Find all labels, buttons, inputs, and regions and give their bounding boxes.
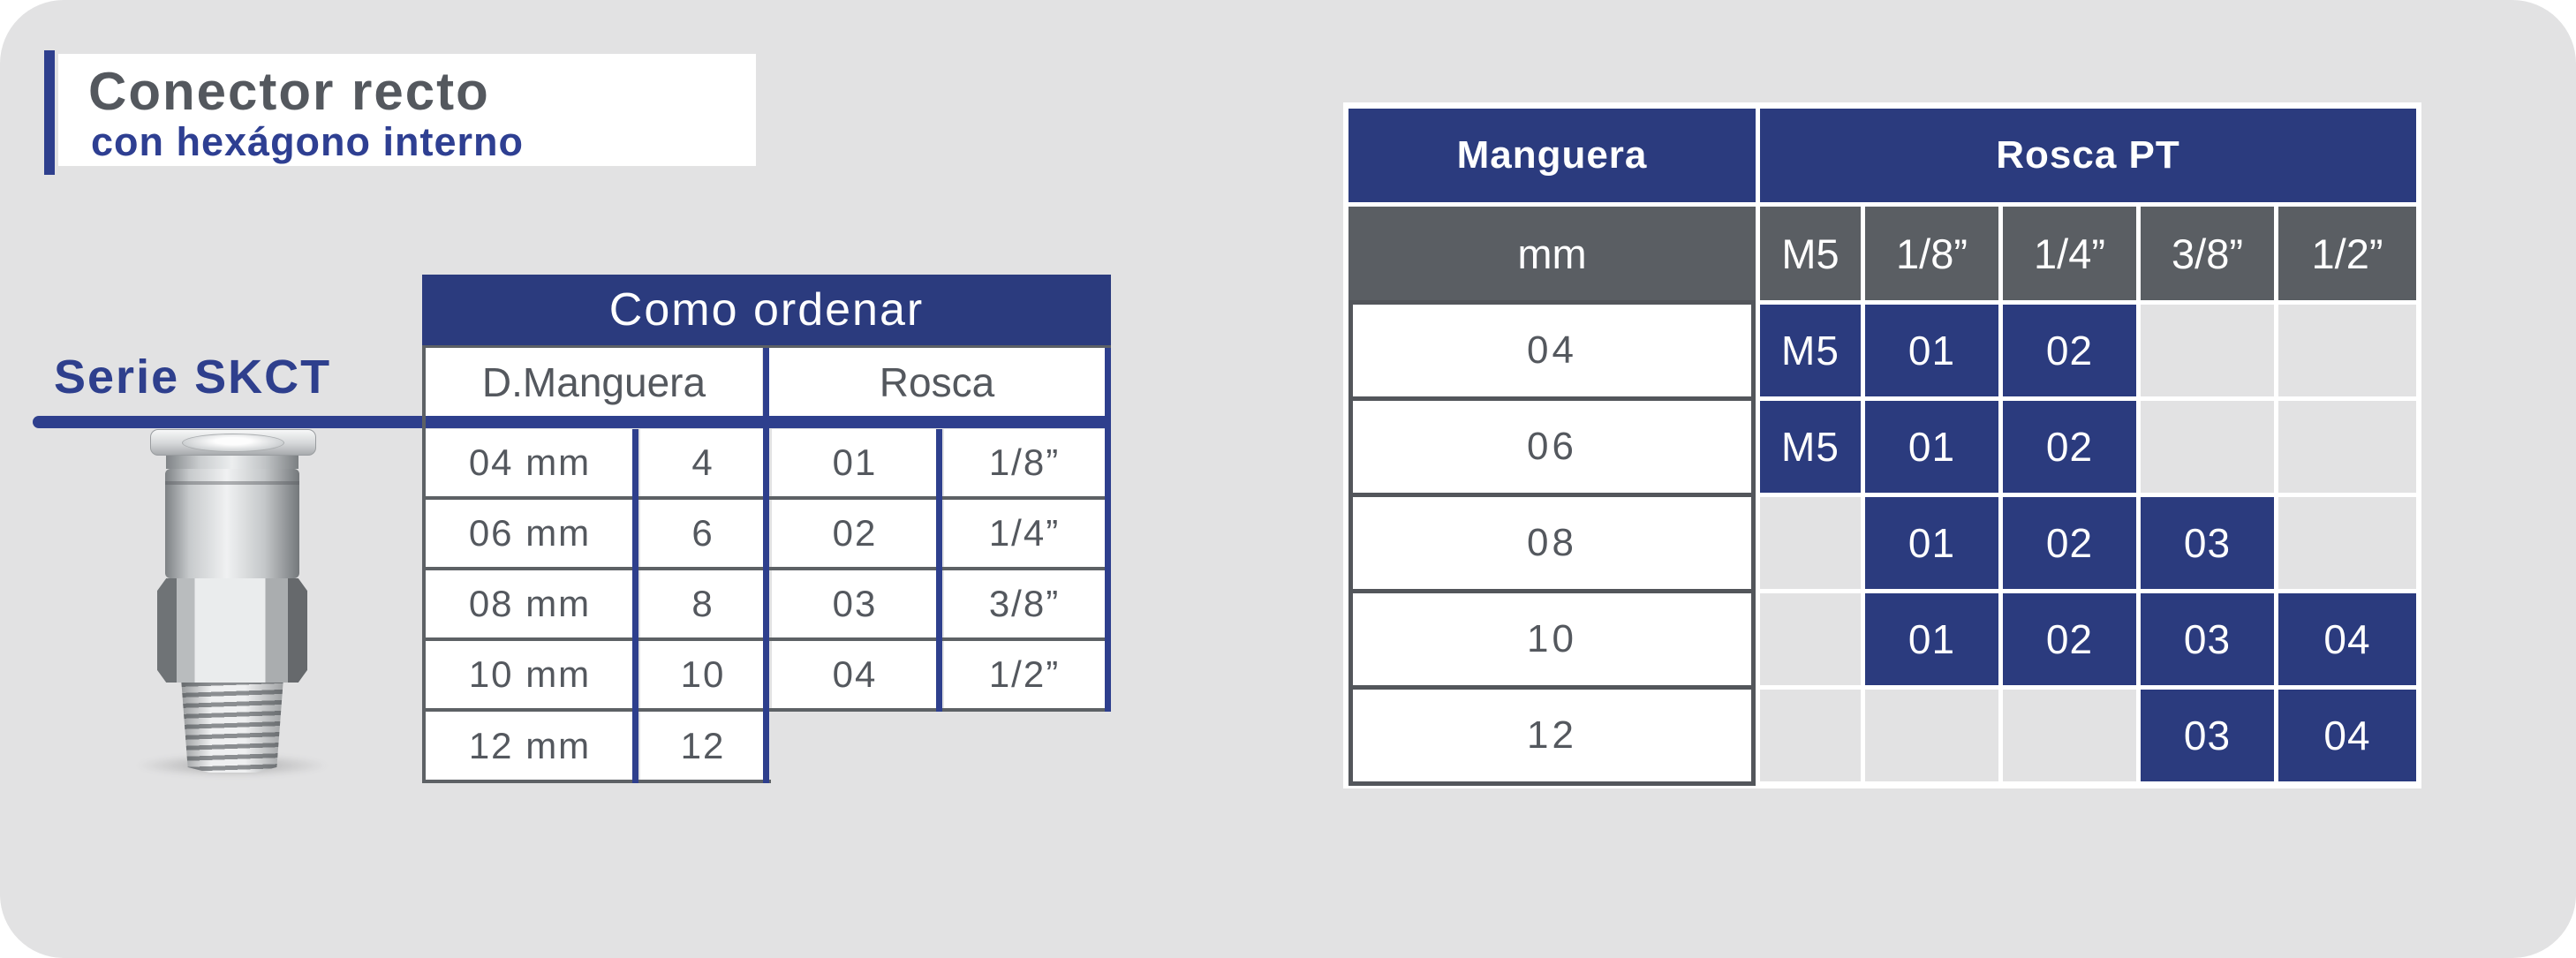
lt-vline-2 <box>763 348 769 783</box>
matrix-r4c3: 03 <box>2141 690 2274 781</box>
lt-line-subheader-top <box>422 345 1111 348</box>
como-row3-col0: 10 mm <box>426 641 634 708</box>
como-ordenar-header: Como ordenar <box>422 275 1111 345</box>
col-group-d-manguera: D.Manguera <box>426 348 762 416</box>
matrix-r0c2: 02 <box>2003 305 2136 396</box>
lt-left-border <box>422 345 426 783</box>
series-label: Serie SKCT <box>54 351 332 404</box>
thread-header-2: 1/4” <box>2003 207 2136 300</box>
series-underline <box>33 416 1111 428</box>
manguera-size-12: 12 <box>1348 685 1756 786</box>
como-row4-col0: 12 mm <box>426 712 634 780</box>
como-row2-col3: 3/8” <box>944 570 1105 637</box>
manguera-size-08: 08 <box>1348 493 1756 593</box>
como-row1-col3: 1/4” <box>944 500 1105 567</box>
matrix-r1c3 <box>2141 401 2274 493</box>
manguera-size-06: 06 <box>1348 396 1756 497</box>
como-row0-col1: 4 <box>640 429 766 496</box>
matrix-r0c4 <box>2278 305 2416 396</box>
matrix-r4c2 <box>2003 690 2136 781</box>
fitting-collet <box>182 434 284 452</box>
thread-header-0: M5 <box>1760 207 1861 300</box>
matrix-r2c4 <box>2278 497 2416 589</box>
matrix-r1c1: 01 <box>1865 401 1998 493</box>
unit-header-mm: mm <box>1348 207 1756 300</box>
page-subtitle: con hexágono interno <box>91 119 525 164</box>
matrix-r2c0 <box>1760 497 1861 589</box>
fitting-hex-body <box>157 578 307 683</box>
title-box: Conector recto con hexágono interno <box>58 54 756 166</box>
matrix-r1c0: M5 <box>1760 401 1861 493</box>
como-row0-col0: 04 mm <box>426 429 634 496</box>
thread-header-1: 1/8” <box>1865 207 1998 300</box>
como-row3-col2: 04 <box>772 641 938 708</box>
como-row0-col2: 01 <box>772 429 938 496</box>
matrix-r1c4 <box>2278 401 2416 493</box>
matrix-r2c1: 01 <box>1865 497 1998 589</box>
matrix-r3c0 <box>1760 593 1861 685</box>
manguera-size-10: 10 <box>1348 589 1756 690</box>
como-row4-col1: 12 <box>640 712 766 780</box>
matrix-r1c2: 02 <box>2003 401 2136 493</box>
matrix-r2c3: 03 <box>2141 497 2274 589</box>
como-row3-col3: 1/2” <box>944 641 1105 708</box>
como-row1-col0: 06 mm <box>426 500 634 567</box>
thread-header-3: 3/8” <box>2141 207 2274 300</box>
matrix-r0c3 <box>2141 305 2274 396</box>
lt-vline-1 <box>632 429 638 783</box>
lt-bottom-line <box>422 780 771 783</box>
matrix-r4c1 <box>1865 690 1998 781</box>
lt-right-border <box>1105 348 1111 712</box>
col-group-rosca: Rosca <box>769 348 1105 416</box>
como-row3-col1: 10 <box>640 641 766 708</box>
product-photo-fitting <box>113 429 351 782</box>
como-row1-col2: 02 <box>772 500 938 567</box>
como-row2-col2: 03 <box>772 570 938 637</box>
como-row2-col1: 8 <box>640 570 766 637</box>
matrix-r0c0: M5 <box>1760 305 1861 396</box>
como-row1-col1: 6 <box>640 500 766 567</box>
matrix-r4c0 <box>1760 690 1861 781</box>
title-accent-bar <box>44 50 55 175</box>
matrix-r3c2: 02 <box>2003 593 2136 685</box>
matrix-r3c1: 01 <box>1865 593 1998 685</box>
matrix-r3c3: 03 <box>2141 593 2274 685</box>
fitting-cylinder-body <box>165 469 299 578</box>
matrix-r4c4: 04 <box>2278 690 2416 781</box>
como-row0-col3: 1/8” <box>944 429 1105 496</box>
matrix-r3c4: 04 <box>2278 593 2416 685</box>
manguera-header: Manguera <box>1348 109 1756 202</box>
matrix-r2c2: 02 <box>2003 497 2136 589</box>
fitting-cap-under <box>166 453 298 469</box>
manguera-size-04: 04 <box>1348 300 1756 401</box>
rosca-pt-header: Rosca PT <box>1760 109 2416 202</box>
page-title: Conector recto <box>88 62 490 121</box>
thread-header-4: 1/2” <box>2278 207 2416 300</box>
como-row2-col0: 08 mm <box>426 570 634 637</box>
matrix-r0c1: 01 <box>1865 305 1998 396</box>
lt-vline-3 <box>936 429 942 712</box>
fitting-thread <box>181 683 283 773</box>
